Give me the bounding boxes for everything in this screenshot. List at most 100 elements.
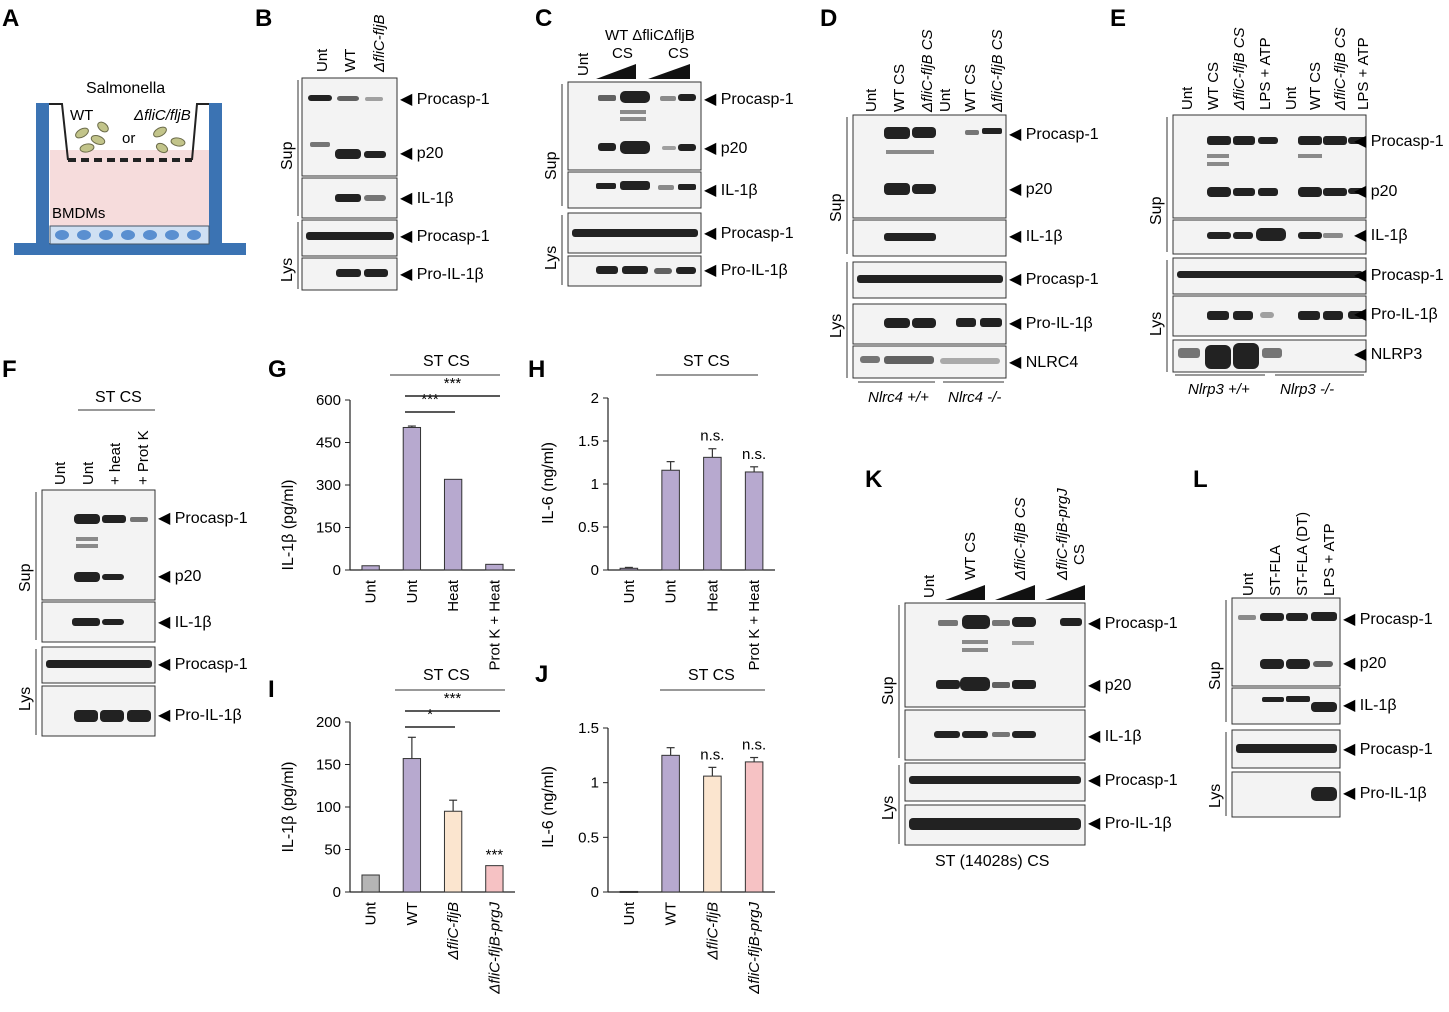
- lane-f-3: + heat: [107, 442, 124, 485]
- y-tick-label: 450: [316, 435, 341, 452]
- panel-g-letter: G: [268, 356, 287, 383]
- band-d-3: ◀ IL-1β: [1009, 228, 1063, 245]
- category-label: ΔfliC-fljB-prgJ: [746, 902, 763, 995]
- ns-annotation: n.s.: [742, 737, 766, 754]
- k-footer: ST (14028s) CS: [935, 853, 1049, 870]
- panel-h-letter: H: [528, 356, 545, 383]
- h-header: ST CS: [683, 353, 730, 370]
- bar: [619, 567, 639, 571]
- category-label: Prot K + Heat: [486, 579, 503, 670]
- lane-k-2: WT CS: [962, 532, 979, 580]
- band-c-4: ◀ Procasp-1: [704, 225, 794, 242]
- k-wedge-3: [1045, 585, 1085, 600]
- lane-e-3: ΔfliC-fljB CS: [1231, 27, 1248, 111]
- bacteria-group: [75, 121, 186, 154]
- lane-f-1: Unt: [52, 461, 69, 485]
- band-l-1: ◀ Procasp-1: [1343, 611, 1433, 628]
- lane-d-3: ΔfliC-fljB CS: [919, 29, 936, 113]
- chart-i: 0 50 100 150 200 Unt WT ΔfliC-fljB ΔfliC-fljB-pr…: [316, 690, 515, 995]
- bar: [703, 456, 722, 571]
- panel-f-letter: F: [2, 356, 17, 383]
- lys-label-b: Lys: [279, 258, 296, 282]
- sup-label-b: Sup: [279, 141, 296, 170]
- band-f-2: ◀ p20: [158, 568, 202, 585]
- genotype-d-2: Nlrc4 -/-: [948, 389, 1001, 406]
- band-l-4: ◀ Procasp-1: [1343, 741, 1433, 758]
- lane-e-4: LPS + ATP: [1257, 37, 1274, 110]
- insert-walls: [49, 103, 209, 161]
- y-tick-label: 0: [591, 884, 599, 901]
- lane-b-2: WT: [342, 49, 359, 72]
- lane-l-2: ST-FLA: [1267, 545, 1284, 596]
- lane-f-2: Unt: [80, 461, 97, 485]
- band-b-4: ◀ Procasp-1: [400, 228, 490, 245]
- bar: [744, 761, 764, 893]
- blot-e-bands: [1177, 136, 1366, 369]
- sup-label-e: Sup: [1148, 196, 1165, 225]
- y-tick-label: 100: [316, 799, 341, 816]
- lane-d-5: WT CS: [962, 64, 979, 112]
- well-wall-right: [209, 103, 222, 246]
- lys-label-l: Lys: [1207, 784, 1224, 808]
- band-b-5: ◀ Pro-IL-1β: [400, 266, 484, 283]
- g-header: ST CS: [423, 353, 470, 370]
- significance-stars: ***: [444, 690, 462, 707]
- chart-j: 0 0.5 1 1.5 Unt WT ΔfliC-fljB n.s. ΔfliC-fljB-pr…: [578, 720, 775, 995]
- category-label: ΔfliC-fljB: [704, 902, 721, 961]
- ns-annotation: n.s.: [742, 446, 766, 463]
- blot-k-bands: [909, 615, 1082, 830]
- panel-k: K Unt WT CS ΔfliC-fljB CS ΔfliC-fljB-prg…: [865, 466, 1178, 870]
- lane-k-1: Unt: [921, 574, 938, 598]
- bar: [619, 890, 639, 893]
- lane-e-2: WT CS: [1205, 62, 1222, 110]
- j-header: ST CS: [688, 667, 735, 684]
- significance-stars: ***: [444, 375, 462, 392]
- band-e-5: ◀ Pro-IL-1β: [1354, 306, 1438, 323]
- sup-label-c: Sup: [543, 151, 560, 180]
- band-f-3: ◀ IL-1β: [158, 614, 212, 631]
- y-tick-label: 600: [316, 392, 341, 409]
- panel-b: B Unt WT ΔfliC-fljB Sup Lys ◀ Procasp-1 …: [255, 5, 490, 291]
- lane-l-1: Unt: [1240, 572, 1257, 596]
- chart-g: 0 150 300 450 600 Unt Unt Heat Prot K + Heat *** *…: [316, 375, 515, 670]
- panel-l-letter: L: [1193, 466, 1208, 493]
- bmdm-cells: [49, 225, 210, 245]
- panel-k-letter: K: [865, 466, 883, 493]
- y-tick-label: 200: [316, 714, 341, 731]
- band-e-6: ◀ NLRP3: [1354, 346, 1422, 363]
- blot-b-frames: [301, 77, 398, 291]
- c-cs-2: CS: [668, 45, 689, 62]
- c-header: WT ΔfliCΔfljB: [605, 27, 695, 44]
- blot-b-bands: [306, 95, 394, 277]
- c-cs-1: CS: [612, 45, 633, 62]
- panel-i: I ST CS IL-1β (pg/ml) 0 50 100 150 200 Unt WT Δ…: [268, 667, 515, 995]
- lane-d-6: ΔfliC-fljB CS: [989, 29, 1006, 113]
- panel-g: G ST CS IL-1β (pg/ml) 0 150 300 450 600 Unt Un…: [268, 353, 515, 670]
- panel-e: E Unt WT CS ΔfliC-fljB CS LPS + ATP Unt …: [1110, 5, 1444, 398]
- band-d-4: ◀ Procasp-1: [1009, 271, 1099, 288]
- ns-annotation: n.s.: [700, 746, 724, 763]
- band-l-5: ◀ Pro-IL-1β: [1343, 785, 1427, 802]
- lane-f-4: + Prot K: [135, 430, 152, 485]
- sup-label-d: Sup: [828, 193, 845, 222]
- panel-f: F ST CS Unt Unt + heat + Prot K Sup Lys …: [2, 356, 248, 737]
- band-d-1: ◀ Procasp-1: [1009, 126, 1099, 143]
- y-tick-label: 0.5: [578, 829, 599, 846]
- category-label: Unt: [363, 579, 380, 603]
- lane-e-7: ΔfliC-fljB CS: [1332, 27, 1349, 111]
- lane-e-6: WT CS: [1307, 62, 1324, 110]
- panel-d: D Unt WT CS ΔfliC-fljB CS Unt WT CS Δfli…: [820, 5, 1099, 406]
- panel-b-letter: B: [255, 5, 272, 32]
- lane-k-3: ΔfliC-fljB CS: [1012, 497, 1029, 581]
- band-e-1: ◀ Procasp-1: [1354, 133, 1444, 150]
- band-k-3: ◀ IL-1β: [1088, 728, 1142, 745]
- blot-f-bands: [46, 514, 152, 722]
- panel-a: A Salmonella WT ΔfliC/fljB or BMDMs: [2, 5, 246, 255]
- genotype-e-2: Nlrp3 -/-: [1280, 381, 1334, 398]
- lys-label-e: Lys: [1148, 312, 1165, 336]
- y-tick-label: 2: [591, 390, 599, 407]
- h-ylabel: IL-6 (ng/ml): [540, 442, 557, 524]
- category-label: WT: [404, 902, 421, 925]
- band-f-5: ◀ Pro-IL-1β: [158, 707, 242, 724]
